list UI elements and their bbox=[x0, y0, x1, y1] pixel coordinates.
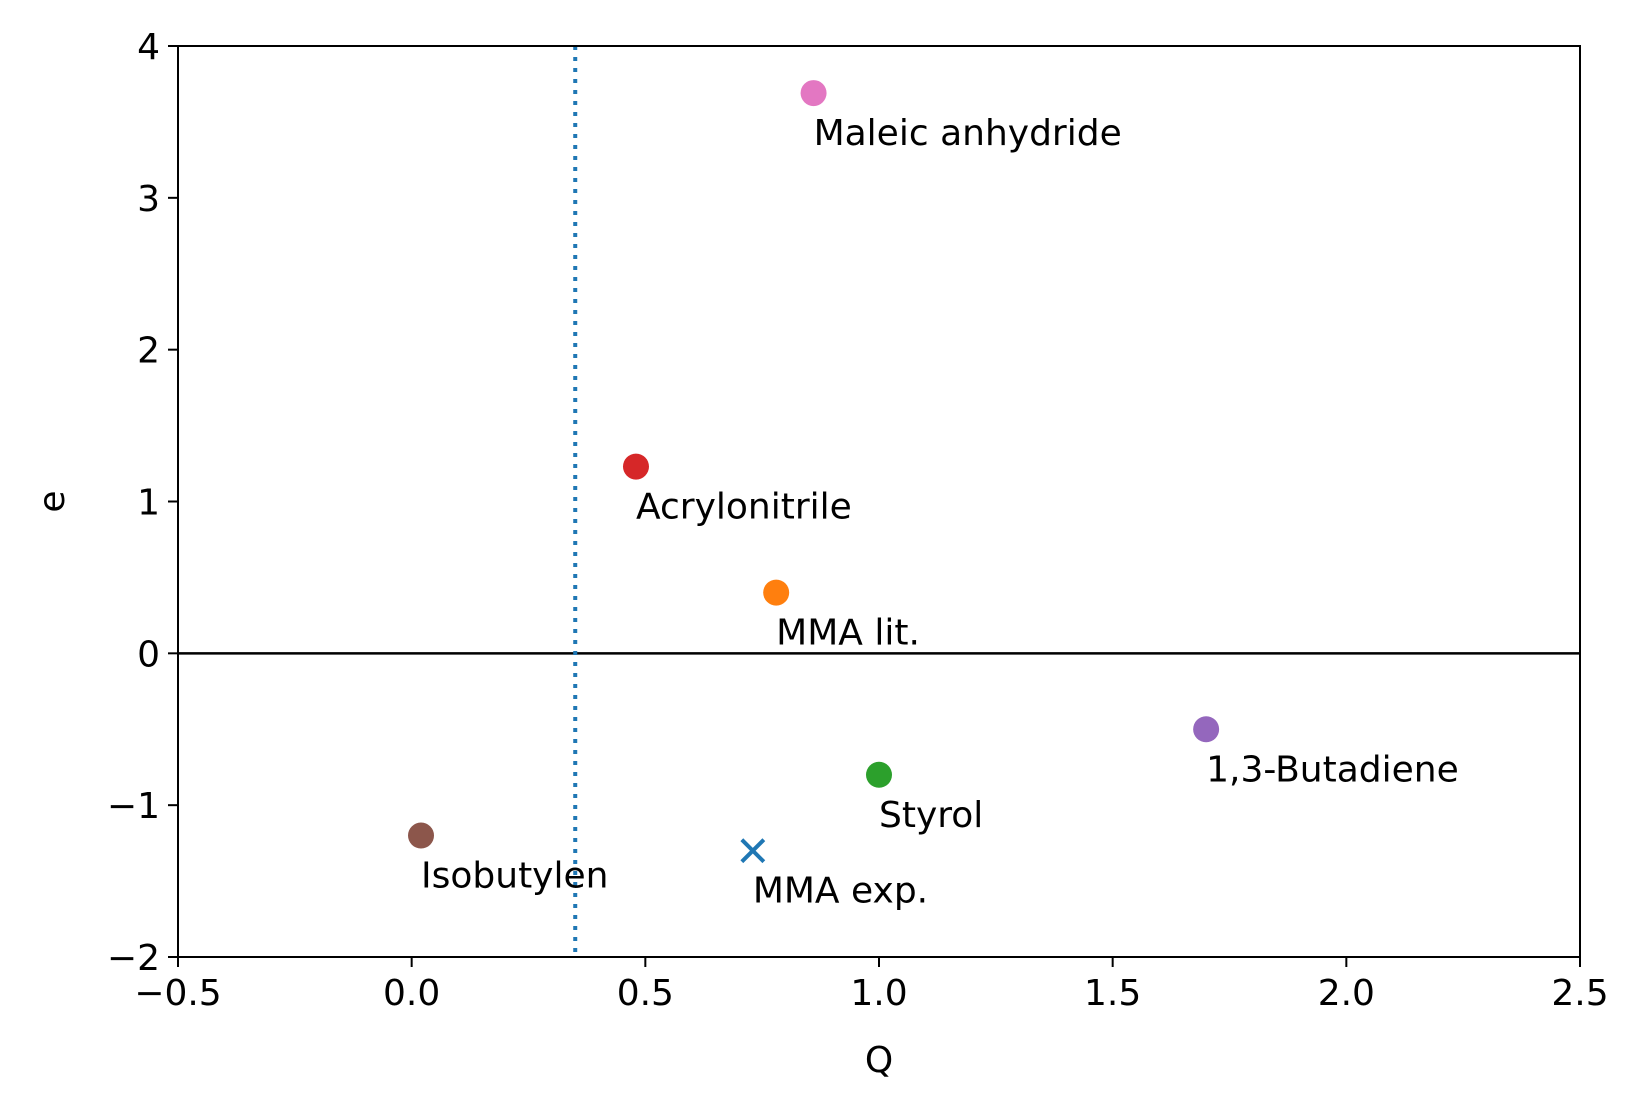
data-point bbox=[408, 822, 435, 849]
data-point bbox=[866, 761, 892, 788]
x-axis-label: Q bbox=[865, 1040, 893, 1081]
y-tick-label: 0 bbox=[137, 634, 160, 675]
point-label: Isobutylen bbox=[421, 856, 608, 897]
point-label: Styrol bbox=[879, 795, 983, 836]
y-tick-label: 4 bbox=[137, 27, 160, 68]
data-points bbox=[408, 80, 1220, 864]
data-point bbox=[622, 453, 649, 480]
y-tick-label: −2 bbox=[107, 938, 160, 979]
y-tick-label: −1 bbox=[107, 786, 160, 827]
y-tick-label: 2 bbox=[137, 331, 160, 372]
data-point bbox=[763, 579, 790, 606]
x-tick-label: 0.5 bbox=[617, 973, 674, 1014]
x-tick-label: 2.0 bbox=[1318, 973, 1375, 1014]
point-label: Maleic anhydride bbox=[814, 113, 1122, 154]
y-axis-ticks: −2 −1 0 1 2 3 4 bbox=[107, 27, 178, 979]
x-tick-label: 1.5 bbox=[1084, 973, 1141, 1014]
reference-lines bbox=[178, 46, 1580, 957]
point-labels: Maleic anhydride Acrylonitrile MMA lit. 1,3… bbox=[421, 113, 1459, 912]
data-point-x-marker bbox=[740, 838, 766, 864]
point-label: MMA exp. bbox=[753, 871, 928, 912]
data-point bbox=[1193, 716, 1220, 743]
y-tick-label: 1 bbox=[137, 483, 160, 524]
point-label: Acrylonitrile bbox=[636, 487, 852, 528]
x-tick-label: 0.0 bbox=[383, 973, 440, 1014]
x-tick-label: 1.0 bbox=[850, 973, 907, 1014]
y-tick-label: 3 bbox=[137, 179, 160, 220]
x-tick-label: 2.5 bbox=[1551, 973, 1608, 1014]
point-label: 1,3-Butadiene bbox=[1206, 749, 1459, 790]
point-label: MMA lit. bbox=[776, 613, 920, 654]
x-axis-ticks: −0.5 0.0 0.5 1.0 1.5 2.0 2.5 bbox=[134, 957, 1609, 1014]
y-axis-label: e bbox=[32, 490, 73, 512]
data-point bbox=[800, 80, 827, 107]
x-tick-label: −0.5 bbox=[134, 973, 221, 1014]
